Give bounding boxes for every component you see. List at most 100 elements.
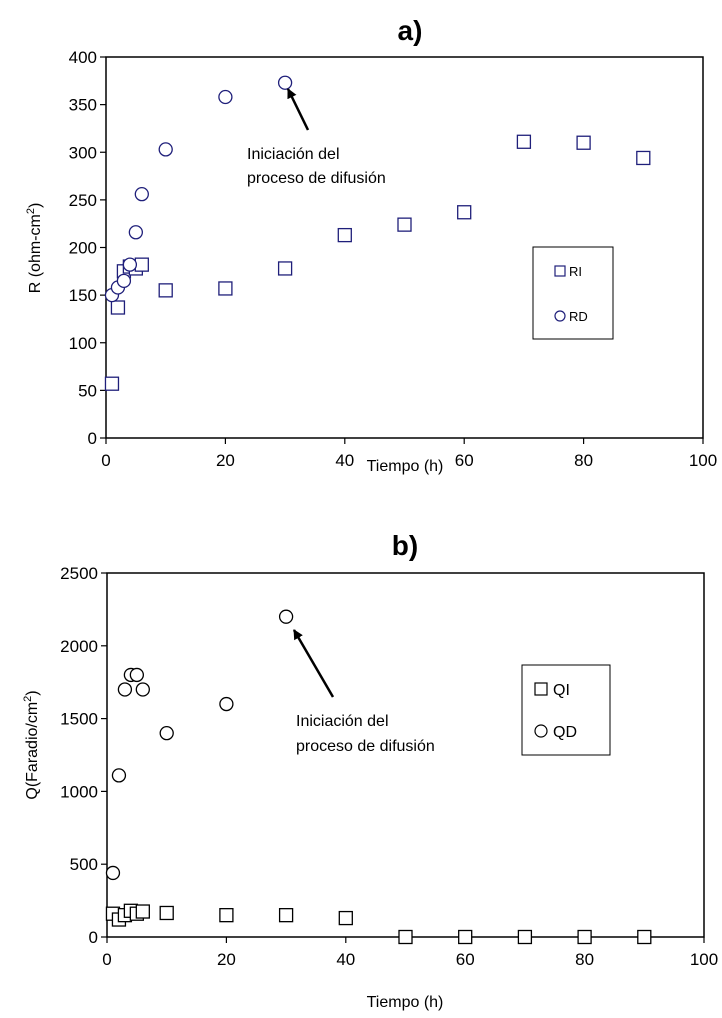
x-tick-label: 0 [102,950,111,969]
annotation-line-1: Iniciación del [296,713,389,730]
data-point-qd [111,768,127,783]
annotation-line-2: proceso de difusión [247,170,386,187]
y-tick-label: 400 [69,48,97,67]
y-tick-label: 2500 [60,564,98,583]
data-point-qi [159,905,174,921]
data-point-ri [516,134,532,149]
data-point-qi [135,904,150,919]
x-tick-label: 0 [101,451,110,470]
legend-label-rd: RD [569,309,588,324]
data-point-ri [158,283,173,298]
data-point-qd [159,726,174,741]
y-tick-label: 50 [78,381,97,400]
legend-marker-rd [554,310,566,322]
legend-box [521,664,611,756]
x-tick-label: 100 [690,950,718,969]
y-tick-label: 0 [88,429,97,448]
data-point-rd [134,187,149,202]
legend: RI RD [532,246,614,340]
data-point-rd [116,273,132,288]
x-axis-label: Tiempo (h) [367,994,444,1011]
x-axis-label: Tiempo (h) [367,458,444,475]
data-point-ri [576,135,591,150]
data-point-qd [105,865,121,881]
x-tick-label: 60 [455,451,474,470]
annotation-line-2: proceso de difusión [296,738,435,755]
data-point-qd [278,609,294,624]
data-point-qi [219,908,234,923]
chart-panel-a: a) 0 20 40 60 80 100 0 50 100 150 200 250 300 350 400… [25,15,717,475]
x-tick-label: 40 [335,451,354,470]
x-tick-label: 60 [456,950,475,969]
y-tick-label: 200 [69,239,97,258]
chart-title: a) [398,15,423,46]
data-point-rd [158,142,173,157]
legend-marker-qi [534,682,548,696]
data-point-qi [637,929,652,945]
x-axis: 0 20 40 60 80 100 [101,438,717,470]
data-point-ri [277,261,293,276]
annotation-line-1: Iniciación del [247,146,340,163]
data-point-ri [636,150,651,166]
y-tick-label: 350 [69,96,97,115]
x-tick-label: 20 [216,451,235,470]
y-tick-label: 0 [89,928,98,947]
y-axis-label: R (ohm-cm2) [25,203,44,294]
data-point-ri [397,217,412,232]
data-point-rd [122,257,138,272]
data-point-qd [129,667,145,683]
y-axis: 0 50 100 150 200 250 300 350 400 [69,48,106,448]
data-point-ri [337,227,352,243]
legend-box [532,246,614,340]
data-point-rd [218,89,233,105]
y-tick-label: 500 [70,855,98,874]
legend-label-ri: RI [569,264,582,279]
annotation: Iniciación del proceso de difusión [292,629,435,755]
data-point-ri [110,300,126,315]
x-tick-label: 20 [217,950,236,969]
y-tick-label: 2000 [60,637,98,656]
legend-marker-ri [554,265,566,277]
data-point-rd [128,225,144,240]
y-tick-label: 1000 [60,782,98,801]
x-tick-label: 80 [575,950,594,969]
legend-label-qd: QD [553,724,577,741]
y-tick-label: 1500 [60,710,98,729]
data-point-qd [135,682,150,697]
x-tick-label: 100 [689,451,717,470]
x-axis: 0 20 40 60 80 100 [102,937,718,969]
annotation-arrow [286,88,310,131]
data-point-ri [218,281,233,296]
annotation-arrow [292,629,335,698]
x-tick-label: 40 [336,950,355,969]
data-point-qi [577,929,592,945]
y-tick-label: 250 [69,191,97,210]
data-point-ri [457,205,472,220]
annotation: Iniciación del proceso de difusión [247,88,386,187]
data-point-rd [277,75,293,90]
data-point-ri [134,257,149,272]
data-point-qi [458,929,473,945]
y-tick-label: 100 [69,334,97,353]
x-tick-label: 80 [574,451,593,470]
y-tick-label: 150 [69,286,97,305]
chart-title: b) [392,530,418,561]
data-point-qd [219,696,234,712]
data-point-qi [398,929,413,945]
data-points [104,75,651,391]
data-point-qi [338,910,353,926]
y-tick-label: 300 [69,143,97,162]
y-axis-label: Q(Faradio/cm2) [22,690,41,799]
plot-area [106,572,705,938]
data-point-qi [278,908,294,923]
data-point-qi [517,929,533,945]
data-point-ri [104,376,120,391]
legend: QI QD [521,664,611,756]
chart-panel-b: b) 0 20 40 60 80 100 0 500 1000 1500 2000 2500 Tie… [22,530,718,1011]
legend-label-qi: QI [553,682,570,699]
y-axis: 0 500 1000 1500 2000 2500 [60,564,107,947]
data-point-qd [117,682,133,697]
data-points [105,609,652,945]
legend-marker-qd [534,724,548,738]
